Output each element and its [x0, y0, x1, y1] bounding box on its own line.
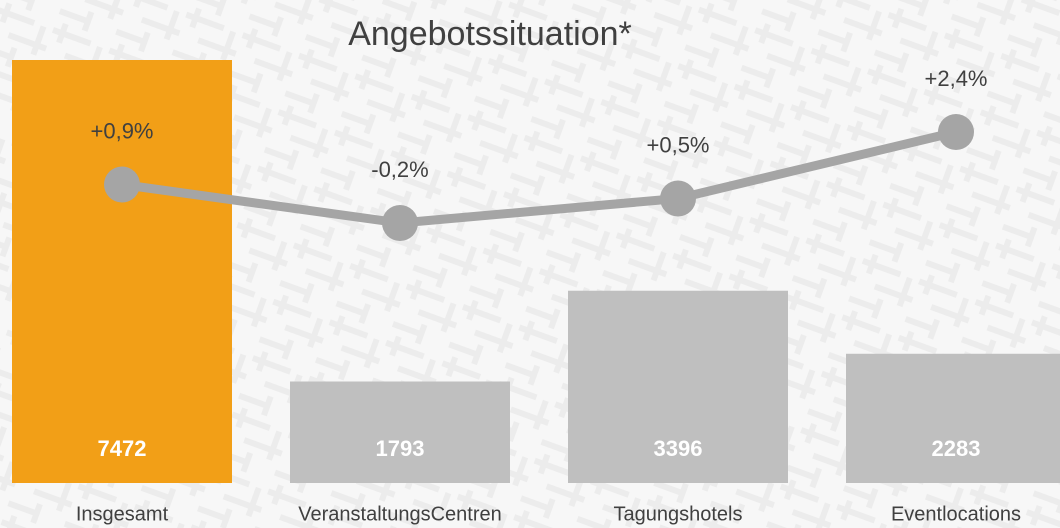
- x-tick-label: Tagungshotels: [614, 503, 743, 525]
- line-marker: [660, 180, 696, 217]
- bar: [290, 381, 510, 483]
- bar-value-label: 2283: [932, 436, 981, 461]
- bar: [12, 60, 232, 483]
- bar-value-label: 3396: [654, 436, 703, 461]
- line-value-label: +0,5%: [647, 132, 710, 157]
- bar-value-label: 1793: [376, 436, 425, 461]
- line: [121, 127, 958, 228]
- x-tick-label: VeranstaltungsCentren: [298, 503, 501, 525]
- line-marker: [938, 114, 974, 150]
- x-tick-label: Insgesamt: [76, 503, 169, 525]
- bar: [846, 353, 1060, 483]
- chart-title: Angebotssituation*: [348, 15, 632, 53]
- line-value-label: -0,2%: [371, 157, 428, 182]
- line-value-label: +0,9%: [91, 118, 154, 143]
- x-tick-label: Eventlocations: [891, 503, 1021, 525]
- line-value-label: +2,4%: [925, 66, 988, 91]
- line-marker: [104, 166, 140, 203]
- bar-value-label: 7472: [98, 436, 147, 461]
- bar: [568, 290, 788, 483]
- line-marker: [382, 205, 418, 241]
